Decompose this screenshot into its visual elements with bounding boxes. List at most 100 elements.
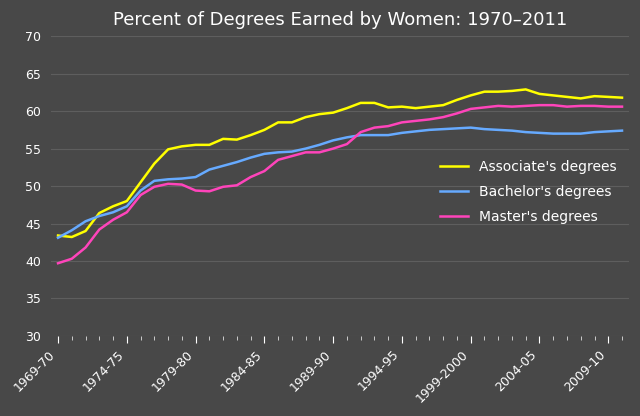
Master's degrees (233, 183, 241, 188)
Bachelor's degrees (577, 131, 584, 136)
Bachelor's degrees (371, 133, 378, 138)
Bachelor's degrees (220, 163, 227, 168)
Bachelor's degrees (549, 131, 557, 136)
Bachelor's degrees (398, 130, 406, 135)
Master's degrees (164, 181, 172, 186)
Associate's degrees (137, 180, 145, 185)
Bachelor's degrees (412, 129, 420, 134)
Master's degrees (398, 120, 406, 125)
Master's degrees (275, 157, 282, 162)
Associate's degrees (385, 105, 392, 110)
Bachelor's degrees (123, 204, 131, 209)
Associate's degrees (549, 93, 557, 98)
Bachelor's degrees (205, 167, 213, 172)
Master's degrees (68, 256, 76, 261)
Line: Bachelor's degrees: Bachelor's degrees (58, 128, 622, 238)
Associate's degrees (233, 137, 241, 142)
Associate's degrees (220, 136, 227, 141)
Bachelor's degrees (591, 130, 598, 135)
Associate's degrees (302, 115, 310, 120)
Bachelor's degrees (178, 176, 186, 181)
Associate's degrees (68, 235, 76, 240)
Associate's degrees (439, 103, 447, 108)
Bachelor's degrees (288, 149, 296, 154)
Bachelor's degrees (192, 175, 200, 180)
Master's degrees (316, 150, 323, 155)
Associate's degrees (467, 93, 474, 98)
Associate's degrees (150, 161, 158, 166)
Bachelor's degrees (233, 160, 241, 165)
Bachelor's degrees (467, 125, 474, 130)
Associate's degrees (494, 89, 502, 94)
Master's degrees (95, 227, 103, 232)
Bachelor's degrees (618, 128, 626, 133)
Associate's degrees (288, 120, 296, 125)
Associate's degrees (591, 94, 598, 99)
Master's degrees (371, 125, 378, 130)
Master's degrees (549, 103, 557, 108)
Bachelor's degrees (260, 151, 268, 156)
Bachelor's degrees (82, 219, 90, 224)
Master's degrees (604, 104, 612, 109)
Bachelor's degrees (536, 130, 543, 135)
Associate's degrees (205, 142, 213, 147)
Associate's degrees (275, 120, 282, 125)
Master's degrees (508, 104, 516, 109)
Master's degrees (192, 188, 200, 193)
Master's degrees (618, 104, 626, 109)
Master's degrees (123, 210, 131, 215)
Line: Master's degrees: Master's degrees (58, 105, 622, 263)
Bachelor's degrees (302, 146, 310, 151)
Associate's degrees (398, 104, 406, 109)
Associate's degrees (426, 104, 433, 109)
Bachelor's degrees (54, 235, 62, 240)
Master's degrees (536, 103, 543, 108)
Master's degrees (577, 104, 584, 109)
Bachelor's degrees (357, 133, 365, 138)
Associate's degrees (247, 133, 255, 138)
Associate's degrees (178, 144, 186, 149)
Master's degrees (453, 111, 461, 116)
Bachelor's degrees (453, 126, 461, 131)
Associate's degrees (260, 127, 268, 132)
Associate's degrees (192, 142, 200, 147)
Master's degrees (178, 182, 186, 187)
Bachelor's degrees (481, 126, 488, 131)
Associate's degrees (95, 210, 103, 215)
Master's degrees (137, 193, 145, 198)
Bachelor's degrees (164, 177, 172, 182)
Master's degrees (385, 124, 392, 129)
Master's degrees (357, 130, 365, 135)
Title: Percent of Degrees Earned by Women: 1970–2011: Percent of Degrees Earned by Women: 1970… (113, 11, 567, 29)
Master's degrees (288, 154, 296, 158)
Bachelor's degrees (439, 126, 447, 131)
Associate's degrees (164, 147, 172, 152)
Master's degrees (412, 119, 420, 124)
Associate's degrees (109, 204, 117, 209)
Line: Associate's degrees: Associate's degrees (58, 89, 622, 237)
Bachelor's degrees (385, 133, 392, 138)
Bachelor's degrees (330, 138, 337, 143)
Associate's degrees (453, 97, 461, 102)
Master's degrees (82, 245, 90, 250)
Master's degrees (467, 106, 474, 111)
Bachelor's degrees (343, 135, 351, 140)
Bachelor's degrees (68, 228, 76, 233)
Bachelor's degrees (508, 128, 516, 133)
Master's degrees (522, 104, 529, 109)
Master's degrees (220, 184, 227, 189)
Associate's degrees (330, 110, 337, 115)
Bachelor's degrees (137, 188, 145, 193)
Associate's degrees (604, 94, 612, 99)
Bachelor's degrees (522, 130, 529, 135)
Bachelor's degrees (95, 213, 103, 218)
Master's degrees (563, 104, 571, 109)
Associate's degrees (577, 96, 584, 101)
Master's degrees (591, 104, 598, 109)
Master's degrees (494, 104, 502, 109)
Associate's degrees (618, 95, 626, 100)
Associate's degrees (316, 111, 323, 116)
Associate's degrees (343, 106, 351, 111)
Master's degrees (481, 105, 488, 110)
Associate's degrees (357, 100, 365, 105)
